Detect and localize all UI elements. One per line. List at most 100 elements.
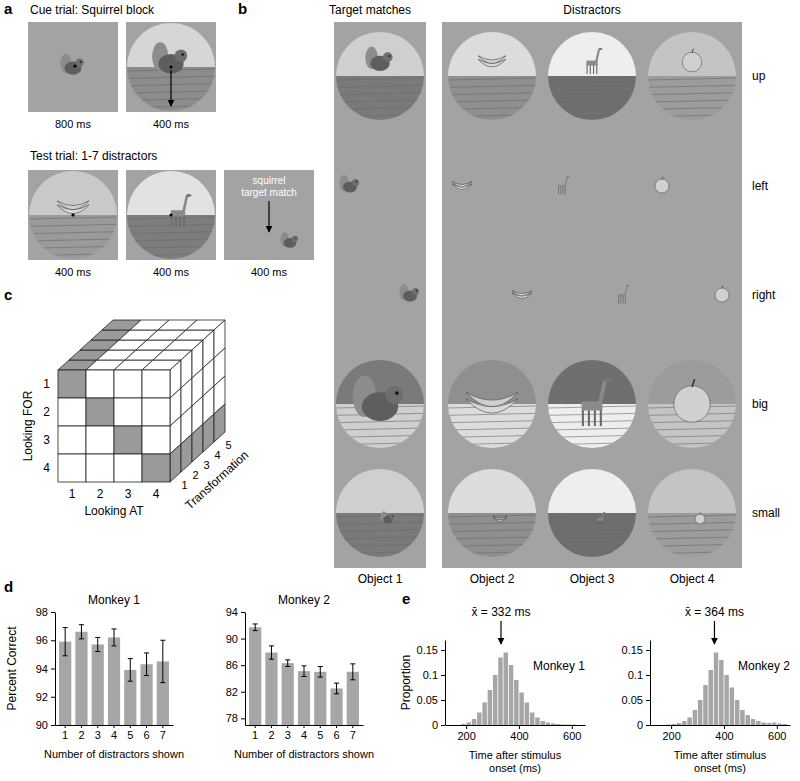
scene-texture [336, 552, 424, 554]
tick-label: 6 [333, 729, 339, 741]
cube-front-cell [86, 370, 114, 398]
histogram-bar [535, 718, 539, 726]
scene-photo [336, 32, 424, 120]
scene-texture [29, 217, 117, 219]
bar-chart: 78828690941234567Monkey 2Number of distr… [226, 593, 374, 760]
tick-label: 7 [350, 729, 356, 741]
giraffe-leg [563, 188, 564, 195]
scene-photo [648, 469, 736, 557]
axis-title: Percent Correct [5, 626, 19, 711]
scene-texture [648, 100, 736, 102]
y-axis: 00.050.10.15 [622, 641, 651, 732]
tick-mark [671, 725, 672, 729]
cube-front-cell [86, 454, 114, 482]
tick: 600 [768, 725, 786, 742]
scene-texture [336, 100, 424, 102]
mean-arrow [500, 621, 501, 644]
giraffe [171, 194, 192, 227]
tick: 90 [36, 719, 55, 731]
scene-texture [448, 443, 536, 445]
tick: 200 [457, 725, 475, 742]
cube-front-cell [114, 454, 142, 482]
tick-label: 3 [125, 487, 132, 501]
tick: 7 [350, 725, 356, 741]
histogram-bar [714, 653, 718, 726]
error-bar-cap [318, 666, 323, 667]
scene-ground [29, 215, 117, 259]
axis-title: Time after stimulus [469, 749, 562, 761]
object-label: Object 1 [358, 572, 403, 586]
cube-side-cell [203, 414, 214, 452]
histogram-bar [493, 675, 497, 725]
axis-title: Number of distractors shown [234, 748, 374, 760]
y-axis: 7882869094 [226, 606, 246, 725]
tick: 92 [36, 691, 55, 703]
squirrel-head [383, 52, 393, 62]
cube-front-cell [86, 426, 114, 454]
histogram-chart: 00.050.10.15200400600x̄ = 364 msMonkey 2… [622, 605, 791, 774]
tick-label: 600 [563, 730, 581, 742]
scene-texture [127, 254, 215, 256]
tick-label: 4 [153, 487, 160, 501]
tick-label: 5 [226, 439, 232, 451]
scene-sky [648, 469, 736, 513]
axis-title: onset (ms) [694, 762, 746, 774]
error-bar [318, 667, 323, 678]
error-bar-cap [144, 652, 149, 653]
cube-side-cell [214, 404, 225, 442]
tick-mark [466, 725, 467, 729]
tick-label: 3 [95, 729, 101, 741]
chart-title: Monkey 2 [738, 659, 790, 673]
axis-line [445, 641, 446, 726]
scene-texture [448, 537, 536, 539]
scene-texture [336, 107, 424, 109]
squirrel-eye [356, 181, 357, 182]
error-bar [334, 683, 339, 694]
tick-mark [241, 612, 245, 613]
tick-label: 1 [43, 377, 50, 391]
tick-mark [441, 650, 445, 651]
scene-ground [336, 513, 424, 557]
stimulus-column [334, 22, 426, 568]
apple-body [695, 514, 705, 524]
scene-texture [548, 85, 636, 87]
tick-label: 0.05 [417, 694, 438, 706]
bar [282, 663, 294, 725]
histogram-bar [572, 724, 576, 725]
giraffe-leg [602, 520, 603, 525]
tick: 98 [36, 606, 55, 618]
panel-label: e [402, 590, 410, 607]
y-axis: 1234567 [56, 725, 174, 741]
tick: 0.05 [622, 694, 650, 706]
error-bar-line [271, 646, 272, 659]
tick-mark [51, 669, 55, 670]
panel-label: a [4, 0, 13, 17]
scene-texture [648, 522, 736, 524]
cube-front-cell [58, 398, 86, 426]
apple-stem [692, 379, 695, 387]
error-bar-line [320, 667, 321, 678]
scene-texture [448, 107, 536, 109]
histogram-bar [467, 723, 471, 726]
apple-stem [722, 286, 723, 289]
tick-mark [441, 700, 445, 701]
banana-shape [493, 516, 507, 520]
tick-label: 400 [510, 730, 528, 742]
tick: 0.05 [417, 694, 445, 706]
scene-texture [127, 239, 215, 241]
scene-texture [29, 246, 117, 248]
error-bar [144, 653, 149, 676]
cube-front-cell [58, 426, 86, 454]
tick: 90 [226, 633, 245, 645]
scene-ground [548, 404, 636, 448]
scene-texture [648, 537, 736, 539]
scene-photo [127, 23, 215, 111]
squirrel-eye [80, 61, 82, 63]
scene-texture [548, 515, 636, 517]
squirrel [400, 284, 420, 302]
histogram-bar [504, 653, 508, 726]
axis-title: Number of distractors shown [44, 748, 184, 760]
tick: 1 [62, 725, 68, 741]
panel-label: b [238, 0, 247, 17]
tick-label: 1 [252, 729, 258, 741]
